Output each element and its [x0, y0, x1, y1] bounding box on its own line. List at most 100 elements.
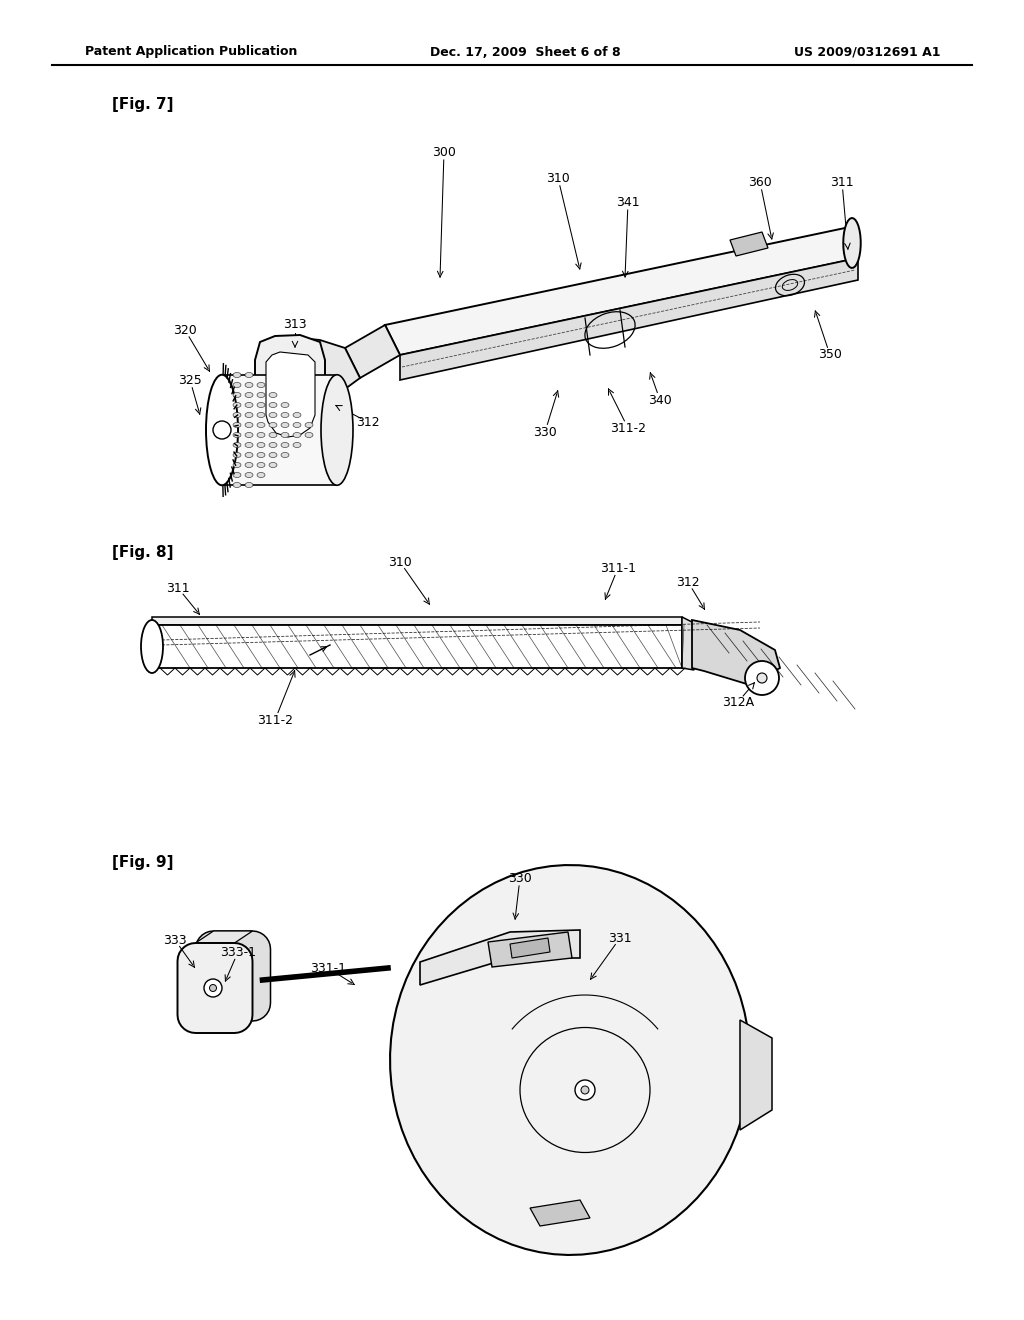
Ellipse shape	[257, 412, 265, 417]
Ellipse shape	[281, 442, 289, 447]
Text: 311-2: 311-2	[610, 421, 646, 434]
Text: 333: 333	[163, 933, 186, 946]
Text: Dec. 17, 2009  Sheet 6 of 8: Dec. 17, 2009 Sheet 6 of 8	[430, 45, 621, 58]
Ellipse shape	[257, 462, 265, 467]
Polygon shape	[196, 931, 253, 942]
Ellipse shape	[257, 442, 265, 447]
Ellipse shape	[293, 422, 301, 428]
Ellipse shape	[269, 403, 278, 408]
Polygon shape	[272, 338, 360, 403]
Ellipse shape	[581, 1086, 589, 1094]
Ellipse shape	[245, 383, 253, 388]
Text: 310: 310	[388, 556, 412, 569]
Ellipse shape	[233, 442, 241, 447]
Ellipse shape	[245, 442, 253, 447]
Text: 311: 311	[166, 582, 189, 594]
Ellipse shape	[206, 375, 238, 486]
Polygon shape	[530, 1200, 590, 1226]
Text: 312: 312	[676, 576, 699, 589]
Polygon shape	[177, 942, 253, 1034]
Ellipse shape	[233, 462, 241, 467]
Polygon shape	[510, 939, 550, 958]
Ellipse shape	[245, 403, 253, 408]
Ellipse shape	[269, 412, 278, 417]
Text: 311-2: 311-2	[257, 714, 293, 726]
Text: 311-1: 311-1	[600, 561, 636, 574]
Polygon shape	[692, 620, 780, 685]
Ellipse shape	[257, 453, 265, 458]
Text: 341: 341	[616, 195, 640, 209]
Ellipse shape	[281, 422, 289, 428]
Ellipse shape	[245, 392, 253, 397]
Ellipse shape	[575, 1080, 595, 1100]
Text: 360: 360	[749, 176, 772, 189]
Ellipse shape	[210, 985, 216, 991]
Polygon shape	[740, 1020, 772, 1130]
Polygon shape	[222, 375, 337, 486]
Text: 340: 340	[648, 393, 672, 407]
Polygon shape	[843, 218, 861, 268]
Polygon shape	[345, 325, 400, 378]
Ellipse shape	[293, 412, 301, 417]
Text: 320: 320	[173, 323, 197, 337]
Ellipse shape	[245, 453, 253, 458]
Ellipse shape	[245, 372, 253, 378]
Ellipse shape	[269, 422, 278, 428]
Text: [Fig. 7]: [Fig. 7]	[112, 98, 173, 112]
Ellipse shape	[281, 403, 289, 408]
Polygon shape	[152, 616, 682, 624]
Ellipse shape	[245, 412, 253, 417]
Text: 312A: 312A	[722, 696, 754, 709]
Ellipse shape	[745, 661, 779, 696]
Ellipse shape	[245, 473, 253, 478]
Ellipse shape	[233, 383, 241, 388]
Ellipse shape	[281, 433, 289, 437]
Ellipse shape	[204, 979, 222, 997]
Text: Patent Application Publication: Patent Application Publication	[85, 45, 297, 58]
Polygon shape	[488, 932, 572, 968]
Ellipse shape	[233, 433, 241, 437]
Text: 312: 312	[356, 416, 380, 429]
Ellipse shape	[269, 392, 278, 397]
Text: 311: 311	[830, 176, 854, 189]
Text: 300: 300	[432, 145, 456, 158]
Ellipse shape	[245, 462, 253, 467]
Text: 333-1: 333-1	[220, 945, 256, 958]
Ellipse shape	[269, 462, 278, 467]
Polygon shape	[196, 931, 270, 1020]
Ellipse shape	[269, 453, 278, 458]
Ellipse shape	[257, 403, 265, 408]
Text: 331-1: 331-1	[310, 961, 346, 974]
Ellipse shape	[321, 375, 353, 486]
Polygon shape	[730, 232, 768, 256]
Ellipse shape	[281, 453, 289, 458]
Text: 325: 325	[178, 374, 202, 387]
Ellipse shape	[245, 433, 253, 437]
Ellipse shape	[233, 473, 241, 478]
Polygon shape	[390, 865, 750, 1255]
Text: 330: 330	[534, 425, 557, 438]
Ellipse shape	[257, 433, 265, 437]
Ellipse shape	[141, 620, 163, 673]
Text: 331: 331	[608, 932, 632, 945]
Ellipse shape	[233, 403, 241, 408]
Polygon shape	[400, 257, 858, 380]
Ellipse shape	[257, 392, 265, 397]
Ellipse shape	[233, 372, 241, 378]
Polygon shape	[266, 352, 315, 437]
Text: 330: 330	[508, 871, 531, 884]
Ellipse shape	[305, 422, 313, 428]
Text: [Fig. 8]: [Fig. 8]	[112, 544, 173, 560]
Ellipse shape	[233, 392, 241, 397]
Ellipse shape	[257, 383, 265, 388]
Ellipse shape	[233, 422, 241, 428]
Ellipse shape	[233, 412, 241, 417]
Ellipse shape	[305, 433, 313, 437]
Text: 350: 350	[818, 348, 842, 362]
Ellipse shape	[293, 433, 301, 437]
Text: 313: 313	[284, 318, 307, 331]
Polygon shape	[385, 228, 858, 355]
Ellipse shape	[757, 673, 767, 682]
Polygon shape	[255, 335, 325, 455]
Ellipse shape	[269, 442, 278, 447]
